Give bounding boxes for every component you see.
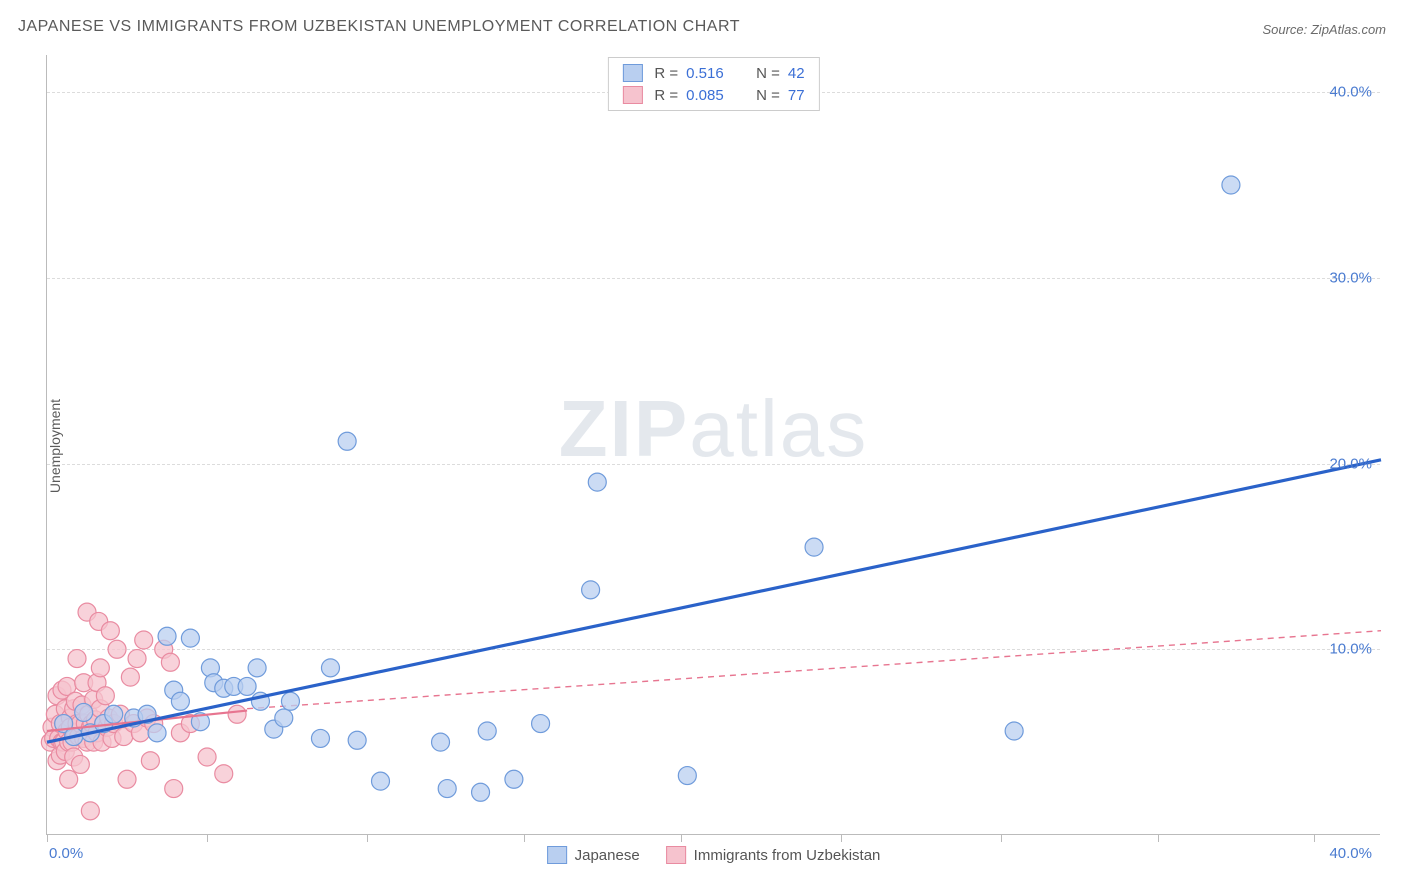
- data-point: [281, 692, 299, 710]
- n-value-uzbekistan: 77: [788, 87, 805, 104]
- data-point: [215, 765, 233, 783]
- y-tick-30: 30.0%: [1329, 269, 1372, 286]
- data-point: [678, 767, 696, 785]
- chart-title: JAPANESE VS IMMIGRANTS FROM UZBEKISTAN U…: [18, 18, 740, 36]
- x-tick: [367, 834, 368, 842]
- y-tick-20: 20.0%: [1329, 455, 1372, 472]
- r-label: R =: [654, 87, 678, 104]
- x-tick: [47, 834, 48, 842]
- legend-swatch-japanese-b: [547, 846, 567, 864]
- x-tick: [207, 834, 208, 842]
- data-point: [68, 650, 86, 668]
- x-tick: [1001, 834, 1002, 842]
- r-value-uzbekistan: 0.085: [686, 87, 738, 104]
- x-tick: [524, 834, 525, 842]
- series-legend: Japanese Immigrants from Uzbekistan: [547, 846, 881, 864]
- data-point: [141, 752, 159, 770]
- data-point: [118, 770, 136, 788]
- data-point: [101, 622, 119, 640]
- x-tick: [1158, 834, 1159, 842]
- data-point: [805, 538, 823, 556]
- data-point: [588, 473, 606, 491]
- plot-area: ZIPatlas R = 0.516 N = 42 R = 0.085 N = …: [46, 55, 1380, 835]
- correlation-legend: R = 0.516 N = 42 R = 0.085 N = 77: [607, 57, 819, 111]
- legend-swatch-uzbekistan: [622, 86, 642, 104]
- source-attribution: Source: ZipAtlas.com: [1262, 22, 1386, 37]
- legend-label-uzbekistan: Immigrants from Uzbekistan: [694, 847, 881, 864]
- x-tick: [1314, 834, 1315, 842]
- y-tick-10: 10.0%: [1329, 641, 1372, 658]
- data-point: [372, 772, 390, 790]
- data-point: [121, 668, 139, 686]
- y-tick-40: 40.0%: [1329, 84, 1372, 101]
- legend-swatch-uzbekistan-b: [666, 846, 686, 864]
- data-point: [1222, 176, 1240, 194]
- n-value-japanese: 42: [788, 65, 805, 82]
- scatter-svg: [47, 55, 1380, 834]
- data-point: [228, 705, 246, 723]
- legend-swatch-japanese: [622, 64, 642, 82]
- data-point: [158, 627, 176, 645]
- data-point: [60, 770, 78, 788]
- data-point: [148, 724, 166, 742]
- data-point: [81, 802, 99, 820]
- data-point: [171, 692, 189, 710]
- data-point: [71, 755, 89, 773]
- data-point: [128, 650, 146, 668]
- data-point: [108, 640, 126, 658]
- x-tick-0: 0.0%: [49, 845, 83, 862]
- data-point: [181, 629, 199, 647]
- data-point: [1005, 722, 1023, 740]
- data-point: [311, 729, 329, 747]
- data-point: [96, 687, 114, 705]
- legend-row-uzbekistan: R = 0.085 N = 77: [608, 84, 818, 106]
- x-tick: [681, 834, 682, 842]
- data-point: [478, 722, 496, 740]
- x-tick: [841, 834, 842, 842]
- data-point: [161, 653, 179, 671]
- data-point: [432, 733, 450, 751]
- data-point: [582, 581, 600, 599]
- data-point: [198, 748, 216, 766]
- n-label: N =: [756, 87, 780, 104]
- data-point: [238, 677, 256, 695]
- data-point: [248, 659, 266, 677]
- legend-label-japanese: Japanese: [575, 847, 640, 864]
- data-point: [438, 780, 456, 798]
- data-point: [135, 631, 153, 649]
- data-point: [275, 709, 293, 727]
- r-label: R =: [654, 65, 678, 82]
- data-point: [348, 731, 366, 749]
- data-point: [338, 432, 356, 450]
- data-point: [105, 705, 123, 723]
- legend-row-japanese: R = 0.516 N = 42: [608, 62, 818, 84]
- r-value-japanese: 0.516: [686, 65, 738, 82]
- x-tick-40: 40.0%: [1329, 845, 1372, 862]
- data-point: [75, 703, 93, 721]
- data-point: [91, 659, 109, 677]
- data-point: [532, 715, 550, 733]
- legend-item-japanese: Japanese: [547, 846, 640, 864]
- data-point: [472, 783, 490, 801]
- data-point: [321, 659, 339, 677]
- legend-item-uzbekistan: Immigrants from Uzbekistan: [666, 846, 881, 864]
- n-label: N =: [756, 65, 780, 82]
- data-point: [505, 770, 523, 788]
- data-point: [165, 780, 183, 798]
